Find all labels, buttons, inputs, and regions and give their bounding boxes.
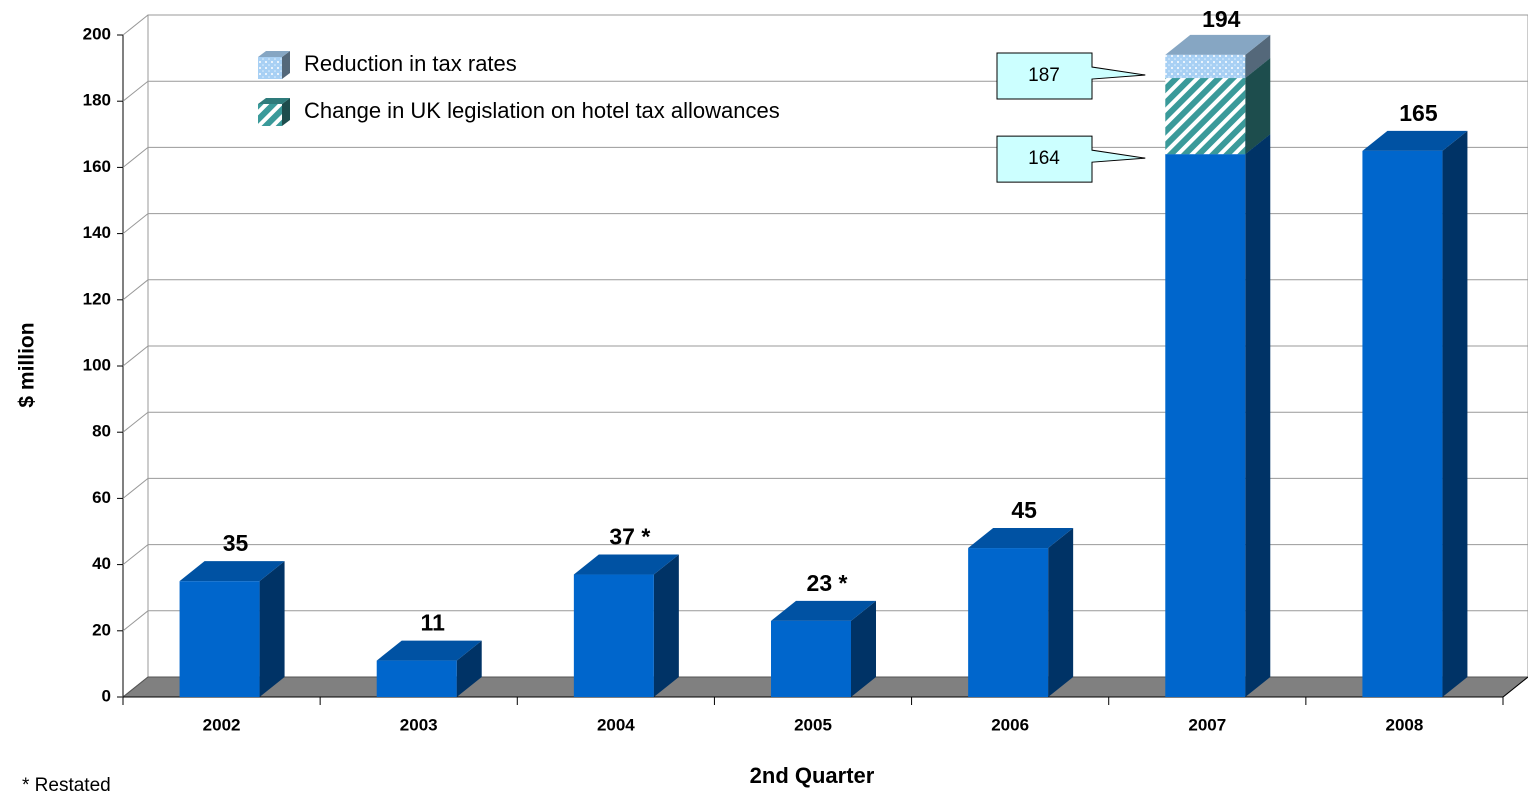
- grid-line: [122, 345, 1528, 367]
- y-tick-label: 80: [92, 422, 111, 441]
- bar-side: [653, 554, 679, 697]
- y-tick-label: 120: [83, 289, 111, 308]
- bar-top: [573, 554, 679, 575]
- y-tick-label: 60: [92, 488, 111, 507]
- bar-side: [456, 640, 482, 697]
- total-label: 194: [1202, 6, 1241, 32]
- bar: [179, 581, 260, 697]
- grid-line: [122, 146, 1528, 168]
- bar-side: [1245, 34, 1271, 79]
- bar-side: [259, 561, 285, 697]
- bar: [573, 574, 654, 697]
- x-tick-label: 2005: [794, 715, 832, 734]
- y-tick-label: 0: [102, 686, 111, 705]
- grid-line: [122, 279, 1528, 301]
- data-label: 11: [421, 610, 446, 636]
- bar: [968, 548, 1049, 697]
- y-tick-label: 180: [83, 91, 111, 110]
- x-axis-depth: [1502, 676, 1528, 698]
- y-tick-label: 20: [92, 620, 111, 639]
- y-tick-label: 100: [83, 355, 111, 374]
- grid-line: [122, 477, 1528, 499]
- legend-swatch-top: [258, 98, 290, 104]
- x-tick-label: 2004: [597, 715, 635, 734]
- data-label: 45: [1011, 497, 1037, 523]
- bar-top: [1165, 34, 1271, 55]
- x-tick-label: 2002: [203, 715, 241, 734]
- footnote: * Restated: [22, 775, 111, 791]
- callout: [996, 52, 1146, 100]
- bar: [1165, 78, 1246, 155]
- bar-top: [771, 600, 876, 621]
- bar-side: [1048, 528, 1074, 697]
- legend-swatch-side: [282, 51, 290, 79]
- y-tick-label: 40: [92, 554, 111, 573]
- bar-side: [1245, 134, 1271, 697]
- bar-side: [1442, 130, 1468, 698]
- grid-line: [122, 14, 1528, 36]
- legend-label: Change in UK legislation on hotel tax al…: [304, 98, 780, 123]
- bar-top: [1362, 130, 1468, 151]
- bar: [771, 620, 851, 697]
- callout-label: 187: [1028, 65, 1060, 86]
- bar-top: [179, 561, 285, 582]
- legend-swatch: [258, 57, 282, 79]
- bar-top: [376, 640, 482, 661]
- x-tick-label: 2003: [400, 715, 438, 734]
- bar-top: [968, 528, 1074, 549]
- legend-swatch: [258, 104, 282, 126]
- y-tick-label: 200: [83, 24, 111, 43]
- data-label: 35: [223, 530, 249, 556]
- y-axis-title: $ million: [16, 322, 39, 407]
- x-tick-label: 2006: [991, 715, 1029, 734]
- x-tick-label: 2008: [1386, 715, 1424, 734]
- x-tick-label: 2007: [1188, 715, 1226, 734]
- bar: [1362, 150, 1443, 698]
- y-tick-label: 140: [83, 223, 111, 242]
- bar: [1165, 154, 1246, 697]
- bar: [376, 660, 457, 697]
- legend-label: Reduction in tax rates: [304, 51, 517, 76]
- y-tick-label: 160: [83, 157, 111, 176]
- grid-line: [122, 411, 1528, 433]
- bar: [1165, 54, 1246, 79]
- data-label: 165: [1399, 100, 1438, 126]
- data-label: 37 *: [609, 524, 650, 550]
- legend-swatch-side: [282, 98, 290, 126]
- x-axis-title: 2nd Quarter: [750, 763, 875, 788]
- data-label: 23 *: [807, 570, 848, 596]
- grid-line: [122, 544, 1528, 565]
- legend-swatch-top: [258, 51, 290, 57]
- bar-side: [1245, 58, 1271, 155]
- grid-line: [122, 213, 1528, 234]
- callout-label: 164: [1028, 148, 1060, 169]
- callout: [996, 135, 1146, 183]
- bar-side: [851, 600, 876, 697]
